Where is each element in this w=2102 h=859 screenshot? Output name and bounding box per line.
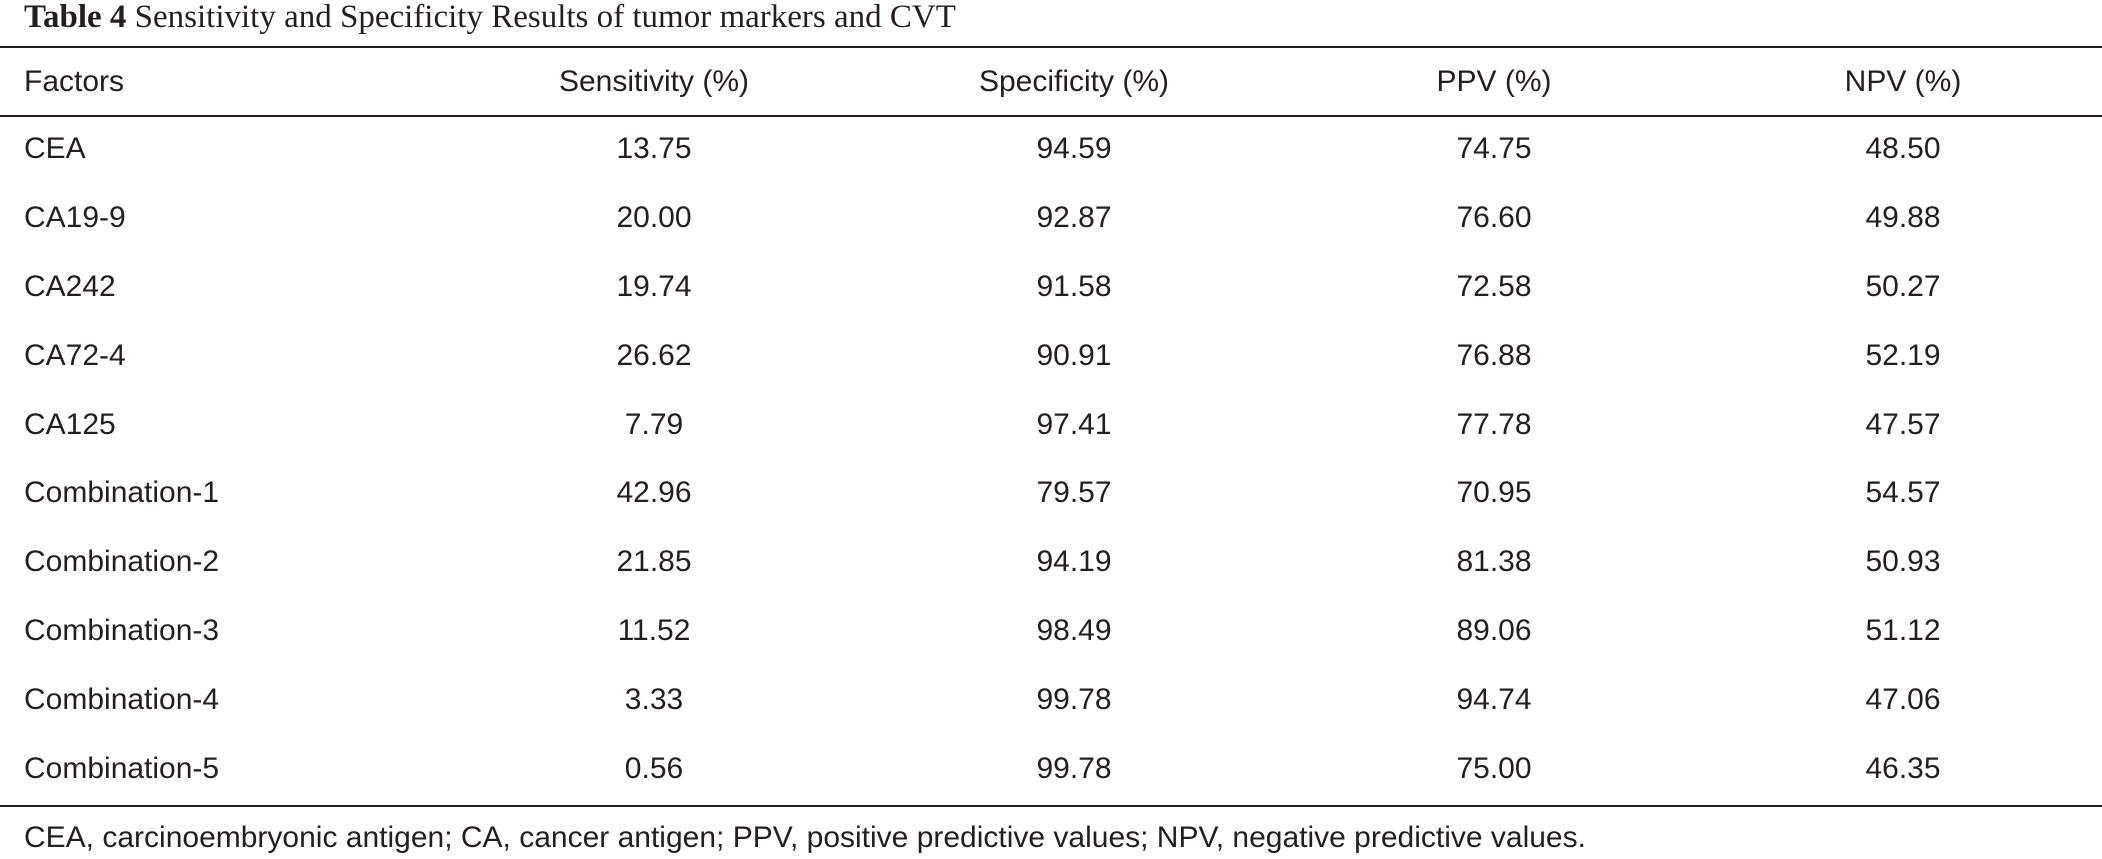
cell-specificity: 92.87 bbox=[1036, 201, 1112, 235]
column-header-factors: Factors bbox=[24, 64, 125, 98]
cell-sensitivity: 11.52 bbox=[617, 613, 691, 647]
cell-npv: 50.27 bbox=[1865, 269, 1941, 303]
cell-specificity: 94.59 bbox=[1036, 132, 1112, 166]
cell-specificity: 98.49 bbox=[1036, 613, 1112, 647]
cell-specificity: 94.19 bbox=[1036, 545, 1112, 579]
table-bottom-rule bbox=[0, 805, 2102, 807]
cell-specificity: 90.91 bbox=[1036, 338, 1112, 372]
table-footnote: CEA, carcinoembryonic antigen; CA, cance… bbox=[24, 821, 1586, 854]
cell-specificity: 97.41 bbox=[1036, 407, 1112, 441]
cell-factor: Combination-5 bbox=[24, 751, 220, 785]
cell-ppv: 72.58 bbox=[1456, 269, 1532, 303]
column-header-npv: NPV (%) bbox=[1844, 64, 1962, 98]
table-row: CA125 7.79 97.41 77.78 47.57 bbox=[0, 390, 2102, 459]
cell-ppv: 70.95 bbox=[1456, 476, 1532, 510]
table-row: Combination-5 0.56 99.78 75.00 46.35 bbox=[0, 734, 2102, 803]
column-header-ppv: PPV (%) bbox=[1436, 64, 1552, 98]
table-caption-text: Sensitivity and Specificity Results of t… bbox=[134, 0, 956, 35]
cell-ppv: 74.75 bbox=[1456, 132, 1532, 166]
table-row: CA72-4 26.62 90.91 76.88 52.19 bbox=[0, 321, 2102, 390]
cell-npv: 50.93 bbox=[1865, 545, 1941, 579]
cell-factor: CA72-4 bbox=[24, 338, 126, 372]
column-header-specificity: Specificity (%) bbox=[978, 64, 1170, 98]
cell-sensitivity: 26.62 bbox=[616, 338, 692, 372]
cell-sensitivity: 20.00 bbox=[616, 201, 692, 235]
cell-sensitivity: 13.75 bbox=[616, 132, 692, 166]
cell-npv: 54.57 bbox=[1865, 476, 1941, 510]
table-top-rule bbox=[0, 46, 2102, 48]
table-row: Combination-4 3.33 99.78 94.74 47.06 bbox=[0, 665, 2102, 734]
cell-sensitivity: 0.56 bbox=[624, 751, 684, 785]
table-row: Combination-2 21.85 94.19 81.38 50.93 bbox=[0, 528, 2102, 597]
cell-npv: 52.19 bbox=[1865, 338, 1941, 372]
table-row: Combination-3 11.52 98.49 89.06 51.12 bbox=[0, 597, 2102, 666]
table-caption-label: Table 4 bbox=[24, 0, 127, 35]
cell-npv: 49.88 bbox=[1865, 201, 1941, 235]
column-header-sensitivity: Sensitivity (%) bbox=[558, 64, 750, 98]
cell-factor: Combination-4 bbox=[24, 682, 220, 716]
cell-sensitivity: 42.96 bbox=[616, 476, 692, 510]
cell-npv: 47.06 bbox=[1865, 682, 1941, 716]
cell-ppv: 75.00 bbox=[1456, 751, 1532, 785]
cell-npv: 47.57 bbox=[1865, 407, 1941, 441]
table-header-rule bbox=[0, 115, 2102, 117]
cell-npv: 46.35 bbox=[1865, 751, 1941, 785]
cell-specificity: 91.58 bbox=[1036, 269, 1112, 303]
cell-ppv: 76.60 bbox=[1456, 201, 1532, 235]
cell-factor: Combination-3 bbox=[24, 613, 220, 647]
table-row: CEA 13.75 94.59 74.75 48.50 bbox=[0, 115, 2102, 184]
cell-sensitivity: 19.74 bbox=[616, 269, 692, 303]
cell-factor: CA242 bbox=[24, 269, 116, 303]
cell-specificity: 79.57 bbox=[1036, 476, 1112, 510]
cell-factor: Combination-2 bbox=[24, 545, 220, 579]
cell-ppv: 81.38 bbox=[1456, 545, 1532, 579]
cell-ppv: 89.06 bbox=[1456, 613, 1532, 647]
results-table: Factors Sensitivity (%) Specificity (%) … bbox=[0, 48, 2102, 803]
cell-ppv: 94.74 bbox=[1456, 682, 1532, 716]
table-caption: Table 4 Sensitivity and Specificity Resu… bbox=[24, 0, 956, 40]
cell-specificity: 99.78 bbox=[1036, 751, 1112, 785]
cell-ppv: 76.88 bbox=[1456, 338, 1532, 372]
cell-factor: CA19-9 bbox=[24, 201, 126, 235]
cell-factor: Combination-1 bbox=[24, 476, 220, 510]
cell-sensitivity: 3.33 bbox=[624, 682, 684, 716]
cell-factor: CEA bbox=[24, 132, 86, 166]
cell-sensitivity: 7.79 bbox=[624, 407, 684, 441]
cell-npv: 48.50 bbox=[1865, 132, 1941, 166]
table-row: Combination-1 42.96 79.57 70.95 54.57 bbox=[0, 459, 2102, 528]
table-row: CA19-9 20.00 92.87 76.60 49.88 bbox=[0, 184, 2102, 253]
cell-npv: 51.12 bbox=[1865, 613, 1941, 647]
cell-ppv: 77.78 bbox=[1456, 407, 1532, 441]
table-row: CA242 19.74 91.58 72.58 50.27 bbox=[0, 253, 2102, 322]
cell-sensitivity: 21.85 bbox=[616, 545, 692, 579]
table-body: CEA 13.75 94.59 74.75 48.50 CA19-9 20.00 92.87 7… bbox=[0, 115, 2102, 803]
cell-factor: CA125 bbox=[24, 407, 116, 441]
table-header-row: Factors Sensitivity (%) Specificity (%) … bbox=[0, 48, 2102, 115]
cell-specificity: 99.78 bbox=[1036, 682, 1112, 716]
